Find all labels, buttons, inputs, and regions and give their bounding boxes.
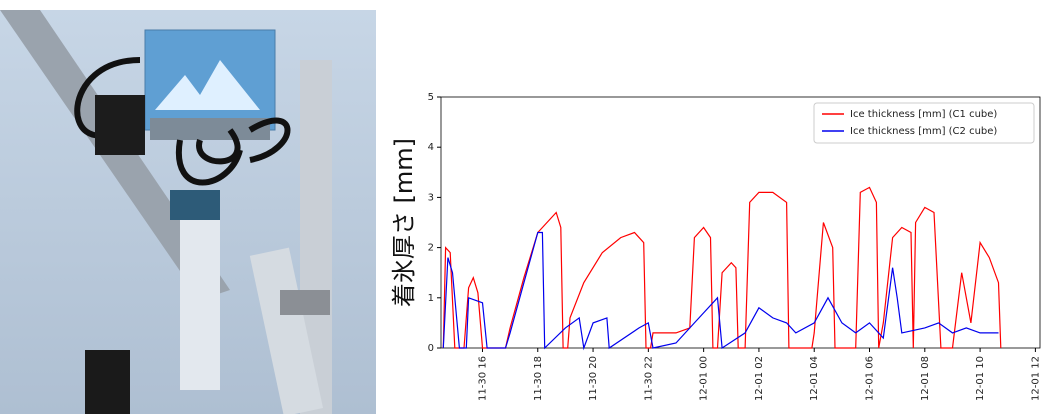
x-tick-label: 11-30 22 (643, 356, 654, 401)
legend-box (813, 102, 1035, 144)
x-tick-label: 12-01 06 (865, 356, 876, 401)
photo (0, 10, 376, 417)
chart: 0 1 2 3 4 5 11-30 16 11-30 18 11-30 20 11-30 22 12… (390, 92, 1041, 401)
y-tick-label: 2 (428, 243, 434, 254)
x-tick-label: 11-30 18 (533, 356, 544, 401)
series-line (442, 186, 1002, 349)
x-tick-label: 12-01 12 (1030, 356, 1041, 401)
series-line (442, 231, 999, 351)
y-tick-label: 5 (428, 92, 434, 103)
x-tick-label: 11-30 16 (477, 356, 488, 401)
x-tick-label: 12-01 10 (975, 356, 986, 401)
x-tick-label: 12-01 02 (754, 356, 765, 401)
y-tick-label: 1 (428, 293, 434, 304)
legend-label: Ice thickness [mm] (C1 cube) (850, 109, 997, 120)
y-tick-label: 4 (428, 142, 434, 153)
y-axis-label: 着氷厚さ [mm] (390, 138, 418, 307)
x-tick-label: 12-01 04 (809, 356, 820, 401)
x-tick-label: 11-30 20 (588, 356, 599, 401)
y-tick-label: 0 (428, 343, 434, 354)
x-tick-label: 12-01 00 (699, 356, 710, 401)
y-tick-label: 3 (428, 192, 434, 203)
legend-label: Ice thickness [mm] (C2 cube) (850, 126, 997, 137)
x-tick-label: 12-01 08 (920, 356, 931, 401)
